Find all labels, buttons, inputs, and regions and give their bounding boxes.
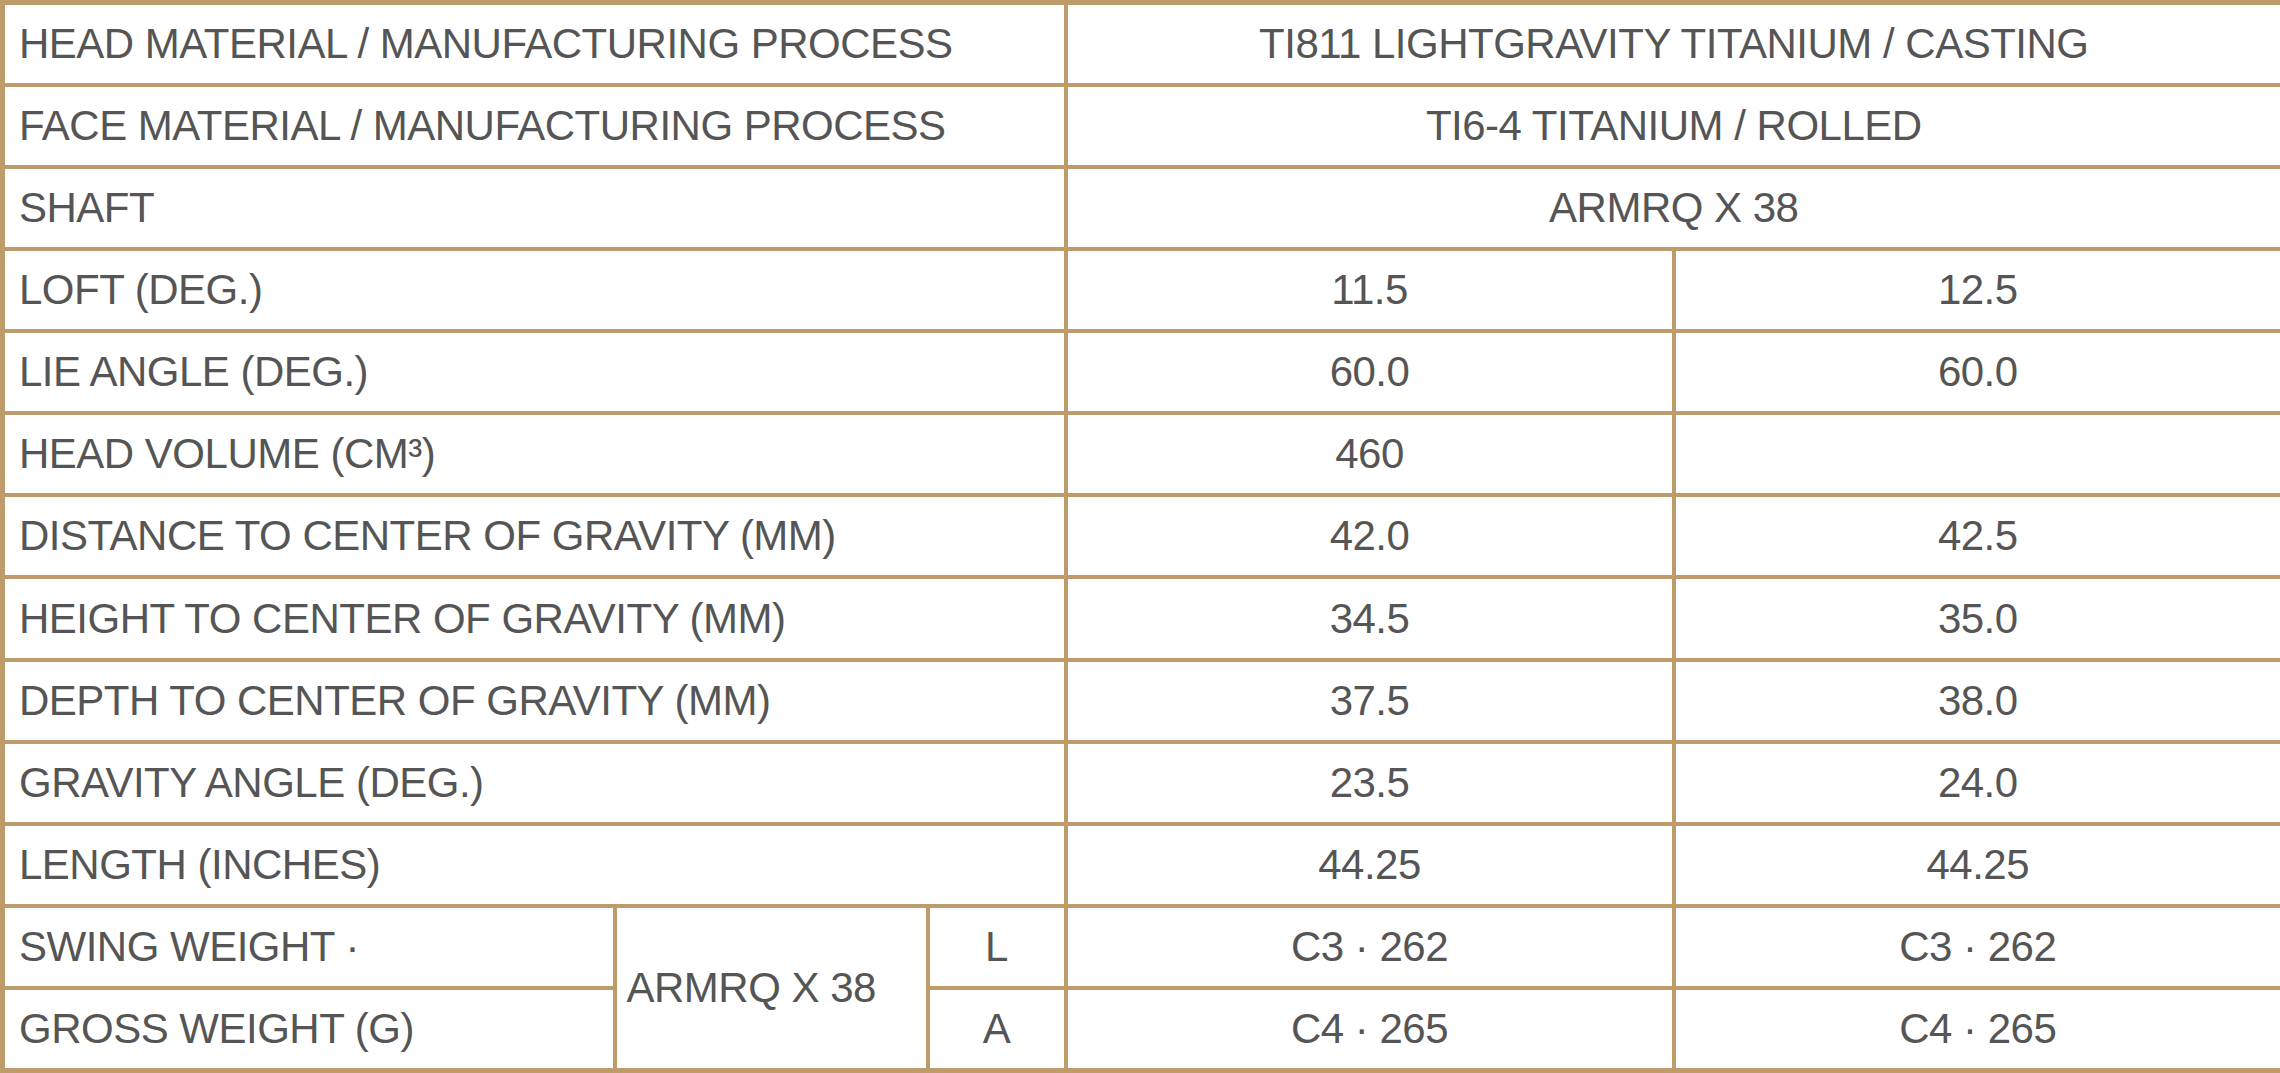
row-loft: LOFT (DEG.) 11.5 12.5	[3, 249, 2280, 331]
spec-label-loft: LOFT (DEG.)	[3, 249, 1066, 331]
row-lie-angle: LIE ANGLE (DEG.) 60.0 60.0	[3, 331, 2280, 413]
spec-value-gravity-angle-1: 23.5	[1066, 742, 1674, 824]
spec-label-face-material: FACE MATERIAL / MANUFACTURING PROCESS	[3, 85, 1066, 167]
spec-weight-l-2: C3 · 262	[1674, 906, 2280, 988]
spec-label-head-volume: HEAD VOLUME (CM³)	[3, 413, 1066, 495]
row-length: LENGTH (INCHES) 44.25 44.25	[3, 824, 2280, 906]
spec-value-loft-2: 12.5	[1674, 249, 2280, 331]
club-spec-table-container: HEAD MATERIAL / MANUFACTURING PROCESS TI…	[0, 0, 2280, 1073]
spec-flex-a: A	[928, 988, 1066, 1070]
spec-value-height-cg-1: 34.5	[1066, 577, 1674, 659]
spec-label-shaft: SHAFT	[3, 167, 1066, 249]
row-gross-weight-a: GROSS WEIGHT (G) A C4 · 265 C4 · 265	[3, 988, 2280, 1070]
row-head-material: HEAD MATERIAL / MANUFACTURING PROCESS TI…	[3, 3, 2280, 85]
spec-label-head-material: HEAD MATERIAL / MANUFACTURING PROCESS	[3, 3, 1066, 85]
spec-flex-l: L	[928, 906, 1066, 988]
spec-value-head-volume-1: 460	[1066, 413, 1674, 495]
spec-label-lie-angle: LIE ANGLE (DEG.)	[3, 331, 1066, 413]
row-face-material: FACE MATERIAL / MANUFACTURING PROCESS TI…	[3, 85, 2280, 167]
spec-value-distance-cg-1: 42.0	[1066, 495, 1674, 577]
spec-label-depth-cg: DEPTH TO CENTER OF GRAVITY (MM)	[3, 660, 1066, 742]
spec-weight-a-2: C4 · 265	[1674, 988, 2280, 1070]
spec-value-distance-cg-2: 42.5	[1674, 495, 2280, 577]
spec-value-depth-cg-1: 37.5	[1066, 660, 1674, 742]
row-depth-cg: DEPTH TO CENTER OF GRAVITY (MM) 37.5 38.…	[3, 660, 2280, 742]
spec-weight-l-1: C3 · 262	[1066, 906, 1674, 988]
spec-value-head-material: TI811 LIGHTGRAVITY TITANIUM / CASTING	[1066, 3, 2280, 85]
spec-label-gravity-angle: GRAVITY ANGLE (DEG.)	[3, 742, 1066, 824]
spec-value-height-cg-2: 35.0	[1674, 577, 2280, 659]
spec-value-gravity-angle-2: 24.0	[1674, 742, 2280, 824]
spec-value-head-volume-2	[1674, 413, 2280, 495]
row-gravity-angle: GRAVITY ANGLE (DEG.) 23.5 24.0	[3, 742, 2280, 824]
club-spec-table: HEAD MATERIAL / MANUFACTURING PROCESS TI…	[0, 0, 2280, 1073]
spec-label-gross-weight: GROSS WEIGHT (G)	[3, 988, 615, 1070]
spec-value-lie-angle-1: 60.0	[1066, 331, 1674, 413]
row-swing-weight-l: SWING WEIGHT · ARMRQ X 38 L C3 · 262 C3 …	[3, 906, 2280, 988]
spec-value-length-2: 44.25	[1674, 824, 2280, 906]
spec-value-shaft: ARMRQ X 38	[1066, 167, 2280, 249]
spec-value-loft-1: 11.5	[1066, 249, 1674, 331]
row-head-volume: HEAD VOLUME (CM³) 460	[3, 413, 2280, 495]
spec-value-face-material: TI6-4 TITANIUM / ROLLED	[1066, 85, 2280, 167]
spec-label-length: LENGTH (INCHES)	[3, 824, 1066, 906]
spec-value-lie-angle-2: 60.0	[1674, 331, 2280, 413]
spec-label-swing-weight: SWING WEIGHT ·	[3, 906, 615, 988]
row-distance-cg: DISTANCE TO CENTER OF GRAVITY (MM) 42.0 …	[3, 495, 2280, 577]
spec-value-length-1: 44.25	[1066, 824, 1674, 906]
row-shaft: SHAFT ARMRQ X 38	[3, 167, 2280, 249]
spec-weight-a-1: C4 · 265	[1066, 988, 1674, 1070]
spec-value-depth-cg-2: 38.0	[1674, 660, 2280, 742]
spec-label-distance-cg: DISTANCE TO CENTER OF GRAVITY (MM)	[3, 495, 1066, 577]
spec-label-height-cg: HEIGHT TO CENTER OF GRAVITY (MM)	[3, 577, 1066, 659]
spec-weight-shaft: ARMRQ X 38	[615, 906, 928, 1070]
row-height-cg: HEIGHT TO CENTER OF GRAVITY (MM) 34.5 35…	[3, 577, 2280, 659]
